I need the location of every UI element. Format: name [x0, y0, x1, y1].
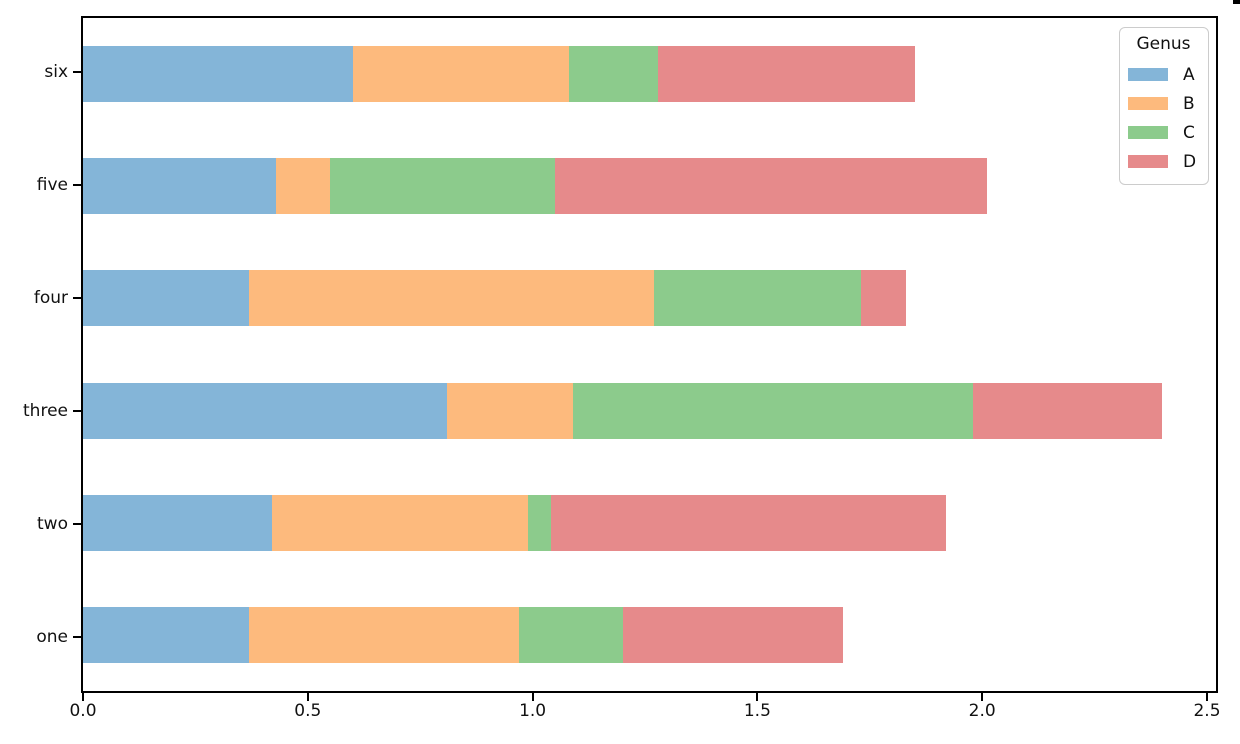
y-tick-label-six: six	[44, 62, 68, 83]
bar-segment-two-B	[271, 494, 529, 551]
y-tick-two	[73, 522, 81, 525]
bar-segment-one-D	[622, 606, 843, 663]
x-tick-label-2.0: 2.0	[968, 701, 996, 721]
bar-segment-five-B	[276, 158, 331, 215]
legend-swatch-D	[1128, 155, 1168, 168]
x-tick-label-0.5: 0.5	[294, 701, 322, 721]
bar-segment-six-B	[352, 46, 569, 103]
legend-entry-D: D	[1128, 147, 1199, 176]
bar-row-three	[83, 355, 1216, 467]
y-tick-three	[73, 409, 81, 412]
legend-entry-label-D: D	[1183, 151, 1197, 172]
bar-segment-four-D	[860, 270, 906, 327]
stacked-bar-five	[83, 158, 1216, 215]
bar-segment-one-C	[519, 606, 623, 663]
bar-row-one	[83, 579, 1216, 691]
x-tick-label-1.5: 1.5	[743, 701, 771, 721]
legend-entry-label-B: B	[1183, 93, 1195, 114]
bar-segment-six-C	[568, 46, 659, 103]
legend-entry-B: B	[1128, 89, 1199, 118]
bar-segment-one-B	[249, 606, 520, 663]
bar-segment-three-A	[83, 382, 448, 439]
legend-entry-label-C: C	[1183, 122, 1195, 143]
stacked-bar-six	[83, 46, 1216, 103]
stacked-bar-one	[83, 606, 1216, 663]
bar-row-five	[83, 130, 1216, 242]
x-tick-0.0	[82, 693, 84, 701]
plot-area	[81, 16, 1218, 693]
y-tick-label-five: five	[36, 175, 68, 196]
legend-swatch-C	[1128, 126, 1168, 139]
x-tick-0.5	[306, 693, 309, 701]
bar-segment-three-B	[447, 382, 574, 439]
stacked-bar-three	[83, 382, 1216, 439]
bar-segment-five-C	[330, 158, 556, 215]
bar-segment-five-A	[83, 158, 277, 215]
bar-segment-six-D	[658, 46, 915, 103]
y-tick-label-four: four	[33, 288, 68, 309]
legend-entry-label-A: A	[1183, 64, 1195, 85]
bar-segment-four-B	[249, 270, 654, 327]
legend-entry-A: A	[1128, 60, 1199, 89]
stacked-bar-two	[83, 494, 1216, 551]
x-tick-label-0.0: 0.0	[69, 701, 97, 721]
y-tick-five	[73, 184, 81, 187]
x-tick-1.0	[531, 693, 534, 701]
x-tick-1.5	[756, 693, 759, 701]
bar-row-six	[83, 18, 1216, 130]
x-tick-2.5	[1206, 693, 1208, 701]
legend-swatch-A	[1128, 68, 1168, 81]
bar-row-two	[83, 467, 1216, 579]
bar-row-four	[83, 242, 1216, 354]
y-tick-label-one: one	[36, 626, 68, 647]
legend-entry-C: C	[1128, 118, 1199, 147]
bar-segment-six-A	[83, 46, 353, 103]
y-tick-six	[73, 71, 81, 74]
bar-segment-three-C	[573, 382, 974, 439]
bar-segment-three-D	[973, 382, 1163, 439]
bar-segment-one-A	[83, 606, 250, 663]
y-tick-four	[73, 297, 81, 300]
bar-segment-two-C	[528, 494, 551, 551]
bar-segment-two-A	[83, 494, 272, 551]
legend-swatch-B	[1128, 97, 1168, 110]
bar-segment-four-C	[653, 270, 861, 327]
bar-segment-four-A	[83, 270, 250, 327]
corner-artifact	[1233, 0, 1240, 4]
legend-title: Genus	[1136, 34, 1191, 54]
y-tick-label-three: three	[23, 400, 68, 421]
x-tick-2.0	[981, 693, 984, 701]
bar-segment-five-D	[555, 158, 987, 215]
stacked-bar-four	[83, 270, 1216, 327]
bar-segment-two-D	[550, 494, 947, 551]
y-tick-label-two: two	[37, 513, 68, 534]
y-tick-one	[73, 635, 81, 638]
x-tick-label-2.5: 2.5	[1193, 701, 1221, 721]
x-tick-label-1.0: 1.0	[519, 701, 547, 721]
